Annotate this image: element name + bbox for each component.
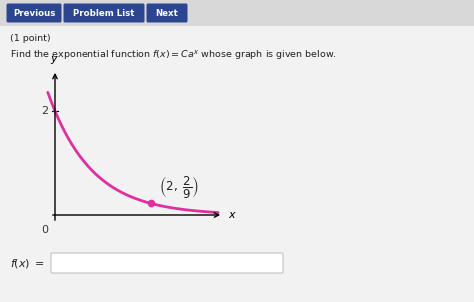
- Bar: [0, 0, 474, 25]
- Text: $\left(2,\ \dfrac{2}{9}\right)$: $\left(2,\ \dfrac{2}{9}\right)$: [159, 175, 199, 201]
- Text: Problem List: Problem List: [73, 8, 135, 18]
- Text: (1 point): (1 point): [10, 34, 51, 43]
- FancyBboxPatch shape: [7, 4, 62, 23]
- Text: Next: Next: [155, 8, 178, 18]
- FancyBboxPatch shape: [64, 4, 145, 23]
- Text: 2: 2: [41, 106, 48, 116]
- Text: 0: 0: [42, 225, 48, 235]
- FancyBboxPatch shape: [51, 253, 283, 273]
- Text: Previous: Previous: [13, 8, 55, 18]
- Text: y: y: [51, 54, 57, 64]
- FancyBboxPatch shape: [146, 4, 188, 23]
- Text: x: x: [228, 210, 235, 220]
- Text: $f(x)\ =$: $f(x)\ =$: [10, 256, 45, 269]
- Text: Find the exponential function $f(x) = Ca^x$ whose graph is given below.: Find the exponential function $f(x) = Ca…: [10, 48, 337, 62]
